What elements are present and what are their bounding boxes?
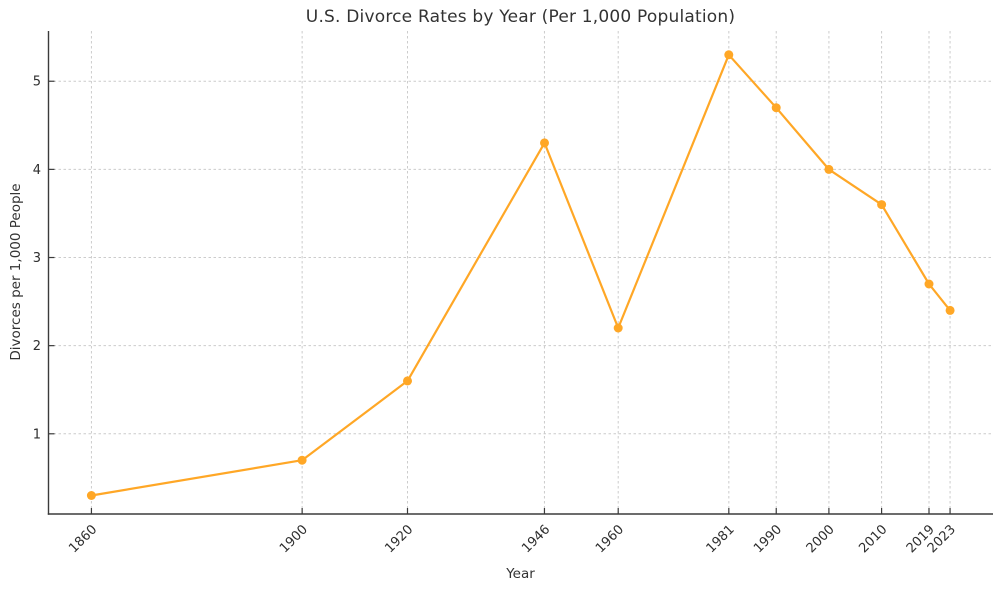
y-tick-label: 1 [33, 427, 41, 442]
data-point-marker [403, 376, 412, 386]
x-tick-label: 1920 [382, 522, 416, 556]
data-point-marker [824, 164, 834, 174]
x-tick-label: 1990 [751, 522, 785, 556]
data-point-marker [540, 138, 549, 148]
data-point-marker [945, 305, 955, 315]
y-tick-label: 4 [33, 163, 41, 178]
x-tick-label: 2010 [856, 522, 890, 556]
x-tick-label: 1946 [519, 522, 553, 556]
x-tick-label: 1960 [593, 522, 627, 556]
y-tick-label: 2 [33, 339, 41, 354]
y-tick-label: 3 [33, 251, 41, 266]
x-tick-label: 2000 [804, 522, 838, 556]
x-axis-label: Year [506, 566, 535, 582]
data-point-marker [877, 200, 887, 210]
y-tick-label: 5 [33, 75, 41, 90]
data-point-marker [771, 103, 781, 113]
chart-title: U.S. Divorce Rates by Year (Per 1,000 Po… [305, 7, 736, 27]
data-point-marker [86, 491, 96, 500]
data-point-marker [297, 455, 307, 465]
data-line [90, 53, 952, 497]
data-point-marker [724, 50, 734, 60]
x-tick-label: 1981 [704, 522, 738, 556]
data-point-marker [613, 323, 623, 333]
data-point-marker [924, 279, 934, 289]
x-tick-label: 1860 [66, 522, 100, 556]
x-tick-label: 1900 [277, 522, 311, 556]
